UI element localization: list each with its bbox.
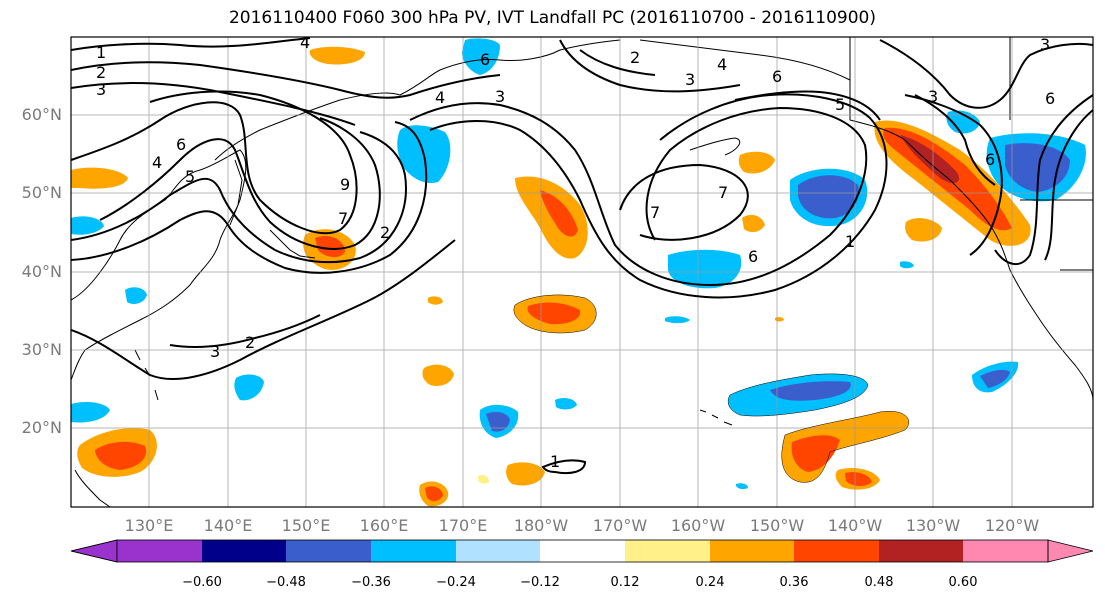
colorbar: −0.60 −0.48 −0.36 −0.24 −0.12 0.12 0.24 … (70, 539, 1094, 590)
lat-label-50n: 50°N (22, 183, 62, 202)
longitude-labels: 130°E 140°E 150°E 160°E 170°E 180°W 170°… (125, 516, 1040, 535)
colorbar-tick: 0.24 (696, 575, 725, 590)
colorbar-tick: 0.60 (949, 575, 978, 590)
colorbar-segment (286, 540, 371, 562)
contour-label: 3 (1040, 35, 1050, 54)
colorbar-segment (456, 540, 540, 562)
lat-label-60n: 60°N (22, 105, 62, 124)
lon-label: 120°W (985, 516, 1040, 535)
contour-label: 6 (772, 67, 782, 86)
colorbar-tick: −0.24 (436, 575, 476, 590)
colorbar-tick: −0.60 (182, 575, 222, 590)
lon-label: 130°E (125, 516, 174, 535)
latitude-labels: 60°N 50°N 40°N 30°N 20°N (22, 105, 62, 437)
colorbar-extend-low (70, 539, 118, 563)
contour-label: 2 (96, 63, 106, 82)
colorbar-segment (710, 540, 794, 562)
lon-label: 160°W (671, 516, 726, 535)
colorbar-tick: −0.36 (351, 575, 391, 590)
lat-label-30n: 30°N (22, 340, 62, 359)
lon-label: 140°W (828, 516, 883, 535)
lon-label: 150°W (750, 516, 805, 535)
contour-label: 5 (835, 95, 845, 114)
contour-label: 3 (928, 87, 938, 106)
contour-label: 2 (630, 48, 640, 67)
colorbar-segment (625, 540, 710, 562)
contour-label: 6 (748, 247, 758, 266)
pv-contours (71, 37, 1093, 475)
colorbar-segment (963, 540, 1048, 562)
contour-label: 7 (338, 209, 348, 228)
contour-label: 3 (210, 342, 220, 361)
contour-label: 3 (685, 70, 695, 89)
lon-label: 170°E (439, 516, 488, 535)
map-frame (70, 36, 1094, 508)
contour-label: 7 (718, 183, 728, 202)
colorbar-tick: −0.12 (520, 575, 560, 590)
contour-label: 1 (96, 43, 106, 62)
contour-label: 4 (435, 88, 445, 107)
colorbar-segment (371, 540, 456, 562)
lon-label: 170°W (593, 516, 648, 535)
lon-label: 130°W (906, 516, 961, 535)
contour-label: 2 (380, 223, 390, 242)
contour-label: 6 (176, 135, 186, 154)
colorbar-segment (540, 540, 625, 562)
contour-label: 6 (1045, 89, 1055, 108)
contour-label: 7 (650, 203, 660, 222)
contour-label: 2 (245, 333, 255, 352)
colorbar-segment (879, 540, 963, 562)
contour-label: 9 (340, 175, 350, 194)
colorbar-tick: 0.12 (611, 575, 640, 590)
colorbar-segment (794, 540, 879, 562)
contour-label: 3 (495, 87, 505, 106)
colorbar-tick: −0.48 (266, 575, 306, 590)
contour-label: 1 (845, 232, 855, 251)
contour-label: 4 (300, 33, 310, 52)
colorbar-tick: 0.36 (780, 575, 809, 590)
lon-label: 150°E (282, 516, 331, 535)
lon-label: 140°E (204, 516, 253, 535)
shading-outlines (513, 294, 910, 483)
contour-label: 4 (152, 153, 162, 172)
colorbar-extend-high (1047, 539, 1094, 563)
lon-label: 180°W (514, 516, 569, 535)
contour-label: 5 (185, 167, 195, 186)
contour-label: 6 (985, 150, 995, 169)
colorbar-segment (117, 540, 202, 562)
contour-label: 6 (480, 50, 490, 69)
lon-label: 160°E (360, 516, 409, 535)
colorbar-segment (202, 540, 286, 562)
contour-labels: 1 2 3 4 6 4 5 9 7 2 4 3 6 2 3 4 6 5 7 7 … (96, 33, 1055, 471)
map-title: 2016110400 F060 300 hPa PV, IVT Landfall… (228, 8, 876, 28)
lat-label-40n: 40°N (22, 262, 62, 281)
contour-label: 4 (717, 55, 727, 74)
contour-label: 1 (550, 452, 560, 471)
contour-label: 3 (96, 80, 106, 99)
colorbar-tick: 0.48 (865, 575, 894, 590)
gridlines (71, 37, 1093, 507)
lat-label-20n: 20°N (22, 418, 62, 437)
